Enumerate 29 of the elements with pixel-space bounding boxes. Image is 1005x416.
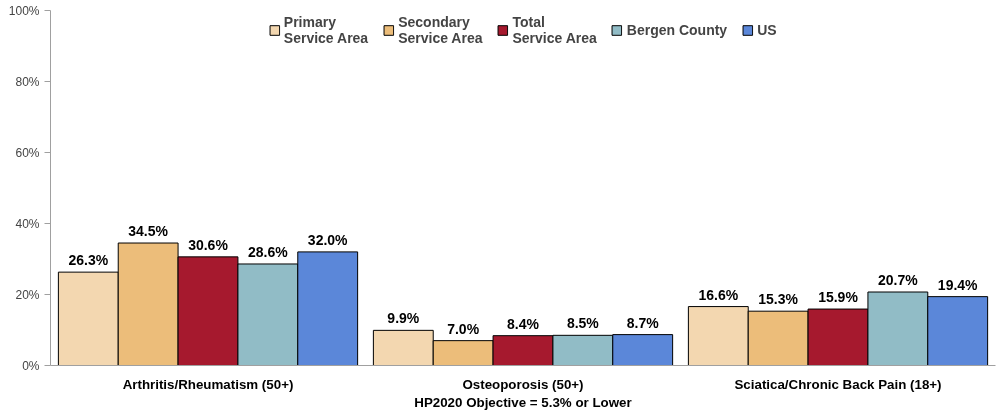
data-label: 30.6% <box>188 236 229 253</box>
y-tick-label: 20% <box>15 287 40 302</box>
data-label: 8.4% <box>507 315 540 332</box>
data-label: 20.7% <box>878 272 919 289</box>
y-tick-label: 60% <box>15 145 40 160</box>
data-label: 15.9% <box>818 289 859 306</box>
x-tick-label: Sciatica/Chronic Back Pain (18+) <box>734 376 942 392</box>
y-tick-label: 100% <box>8 3 40 18</box>
data-label: 28.6% <box>248 243 289 260</box>
y-tick-label: 0% <box>22 358 40 373</box>
legend-label: Secondary Service Area <box>398 14 483 46</box>
legend-label: US <box>757 22 778 38</box>
data-label: 34.5% <box>128 223 169 240</box>
x-tick-label: Osteoporosis (50+) HP2020 Objective = 5.3% or Lower <box>414 376 632 410</box>
legend-label: Primary Service Area <box>283 14 369 46</box>
data-label: 8.5% <box>566 315 600 332</box>
data-label: 7.0% <box>447 320 480 337</box>
data-label: 19.4% <box>937 276 979 293</box>
data-label: 32.0% <box>307 231 349 248</box>
x-tick-label: Arthritis/Rheumatism (50+) <box>122 376 294 392</box>
data-label: 15.3% <box>758 291 799 308</box>
legend-label: Total Service Area <box>512 14 597 46</box>
data-label: 8.7% <box>626 314 660 331</box>
y-tick-label: 80% <box>15 74 40 89</box>
data-label: 26.3% <box>68 252 109 269</box>
y-tick-label: 40% <box>15 216 40 231</box>
data-label: 9.9% <box>387 310 420 327</box>
legend-label: Bergen County <box>626 22 728 38</box>
data-label: 16.6% <box>698 286 739 303</box>
